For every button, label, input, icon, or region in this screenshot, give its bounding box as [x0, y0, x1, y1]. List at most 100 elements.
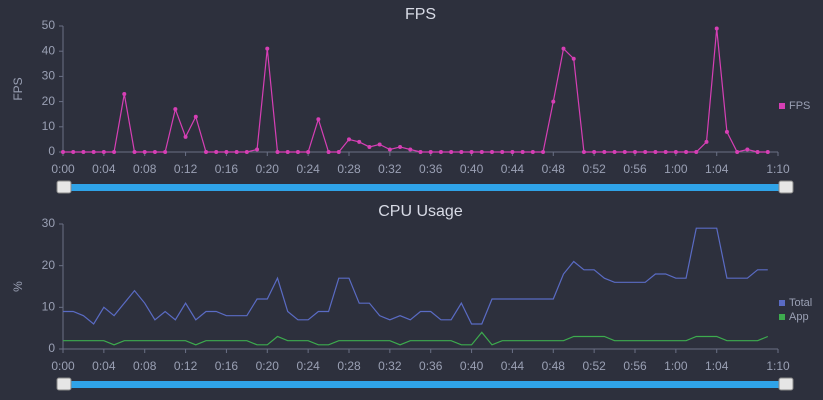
x-tick-label: 0:20 [256, 162, 280, 176]
y-tick-label: 0 [48, 341, 55, 355]
x-tick-label: 0:20 [256, 359, 280, 373]
data-point [612, 150, 617, 154]
x-tick-label: 0:32 [378, 359, 402, 373]
data-point [152, 150, 157, 154]
data-point [204, 150, 208, 154]
data-point [61, 150, 65, 154]
data-point [663, 150, 668, 154]
legend-swatch [779, 300, 785, 306]
legend-label: App [789, 311, 809, 323]
data-point [347, 137, 351, 142]
x-tick-label: 0:40 [460, 162, 484, 176]
data-point [183, 134, 188, 139]
x-tick-label: 0:56 [623, 359, 647, 373]
data-point [377, 142, 382, 147]
data-point [428, 150, 433, 154]
y-tick-label: 10 [42, 300, 56, 314]
data-point [122, 92, 127, 97]
y-tick-label: 40 [42, 43, 56, 57]
data-point [336, 150, 341, 154]
x-tick-label: 0:12 [174, 359, 198, 373]
range-slider[interactable] [56, 377, 794, 391]
slider-handle[interactable] [56, 377, 72, 391]
data-point [398, 144, 403, 149]
series-line [63, 28, 768, 153]
data-point [306, 150, 311, 154]
data-point [684, 150, 689, 154]
data-point [745, 147, 750, 152]
x-tick-label: 0:00 [51, 359, 75, 373]
data-point [633, 150, 637, 154]
data-point [91, 150, 96, 154]
data-point [326, 150, 331, 154]
data-point [193, 114, 198, 119]
data-point [265, 46, 270, 51]
x-tick-label: 1:10 [766, 162, 790, 176]
data-point [592, 150, 597, 154]
x-tick-label: 0:44 [501, 162, 525, 176]
data-point [132, 150, 137, 154]
data-point [469, 150, 474, 154]
slider-track [63, 381, 790, 388]
x-tick-label: 0:12 [174, 162, 198, 176]
x-tick-label: 0:28 [337, 359, 361, 373]
x-tick-label: 0:08 [133, 162, 157, 176]
legend-swatch [779, 103, 785, 109]
data-point [643, 150, 648, 154]
data-point [510, 150, 515, 154]
x-tick-label: 0:52 [582, 359, 606, 373]
x-tick-label: 0:56 [623, 162, 647, 176]
x-tick-label: 0:04 [92, 359, 116, 373]
data-point [142, 150, 147, 154]
y-tick-label: 10 [42, 119, 56, 133]
y-tick-label: 20 [42, 94, 56, 108]
slider-handle[interactable] [778, 180, 794, 194]
data-point [653, 150, 658, 154]
x-tick-label: 1:04 [705, 162, 729, 176]
data-point [530, 150, 535, 154]
data-point [418, 150, 423, 154]
data-point [581, 150, 586, 154]
x-tick-label: 0:36 [419, 359, 443, 373]
y-tick-label: 0 [48, 144, 55, 158]
y-axis-label: FPS [11, 77, 25, 100]
data-point [673, 150, 678, 154]
data-point [704, 139, 709, 144]
y-tick-label: 50 [42, 18, 56, 32]
data-point [714, 26, 719, 31]
x-tick-label: 0:00 [51, 162, 75, 176]
data-point [173, 107, 178, 112]
data-point [234, 150, 239, 154]
data-point [459, 150, 464, 154]
x-tick-label: 0:28 [337, 162, 361, 176]
data-point [602, 150, 607, 154]
slider-track [63, 184, 790, 191]
slider-handle[interactable] [778, 377, 794, 391]
data-point [479, 150, 484, 154]
x-tick-label: 0:44 [501, 359, 525, 373]
slider-handle[interactable] [56, 180, 72, 194]
data-point [71, 150, 76, 154]
data-point [275, 150, 280, 154]
data-point [244, 150, 249, 154]
data-point [490, 150, 494, 154]
data-point [755, 150, 760, 154]
y-axis-label: % [11, 281, 25, 292]
data-point [622, 150, 627, 154]
x-tick-label: 1:10 [766, 359, 790, 373]
data-point [387, 147, 392, 152]
data-point [438, 150, 443, 154]
data-point [224, 150, 229, 154]
x-tick-label: 0:16 [215, 359, 239, 373]
y-tick-label: 30 [42, 216, 56, 230]
range-slider[interactable] [56, 180, 794, 194]
data-point [367, 144, 372, 149]
legend-swatch [779, 314, 785, 320]
data-point [214, 150, 219, 154]
data-point [101, 150, 106, 154]
data-point [541, 150, 546, 154]
x-tick-label: 0:04 [92, 162, 116, 176]
